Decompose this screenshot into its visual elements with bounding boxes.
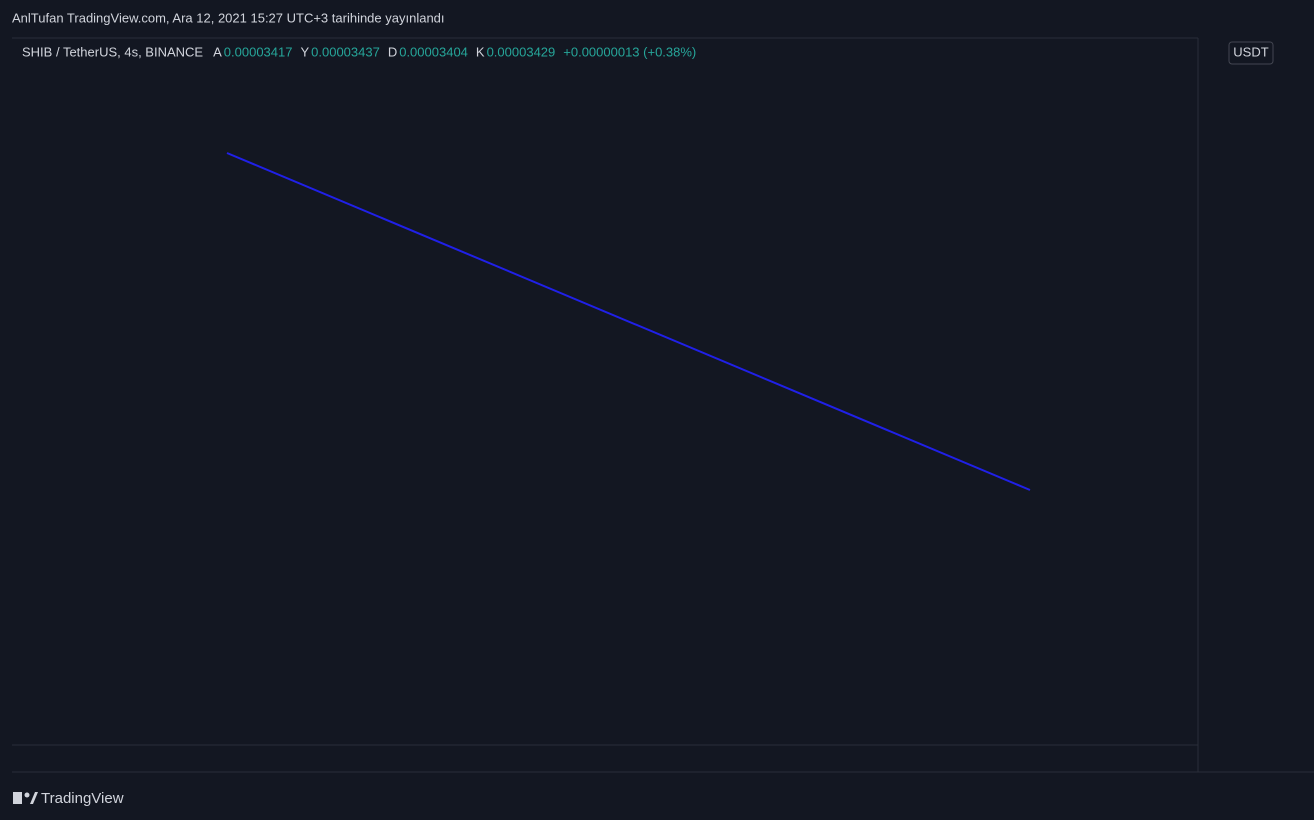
ohlc-value: 0.00003429 bbox=[487, 44, 556, 59]
symbol-info: SHIB / TetherUS, 4s, BINANCE bbox=[22, 44, 203, 59]
ohlc-value: 0.00003437 bbox=[311, 44, 380, 59]
brand: TradingView bbox=[41, 790, 124, 807]
ohlc-value: 0.00003404 bbox=[399, 44, 468, 59]
ohlc-key: K bbox=[476, 44, 485, 59]
ohlc-key: Y bbox=[300, 44, 309, 59]
ohlc-value: 0.00003417 bbox=[224, 44, 293, 59]
ohlc-key: A bbox=[213, 44, 222, 59]
price-change: +0.00000013 (+0.38%) bbox=[563, 44, 696, 59]
brand-logo bbox=[13, 792, 38, 804]
published-note: AnlTufan TradingView.com, Ara 12, 2021 1… bbox=[12, 10, 445, 25]
trend-line bbox=[226, 152, 1031, 491]
ohlc-key: D bbox=[388, 44, 397, 59]
currency: USDT bbox=[1233, 44, 1268, 59]
currency-badge bbox=[1228, 41, 1274, 65]
